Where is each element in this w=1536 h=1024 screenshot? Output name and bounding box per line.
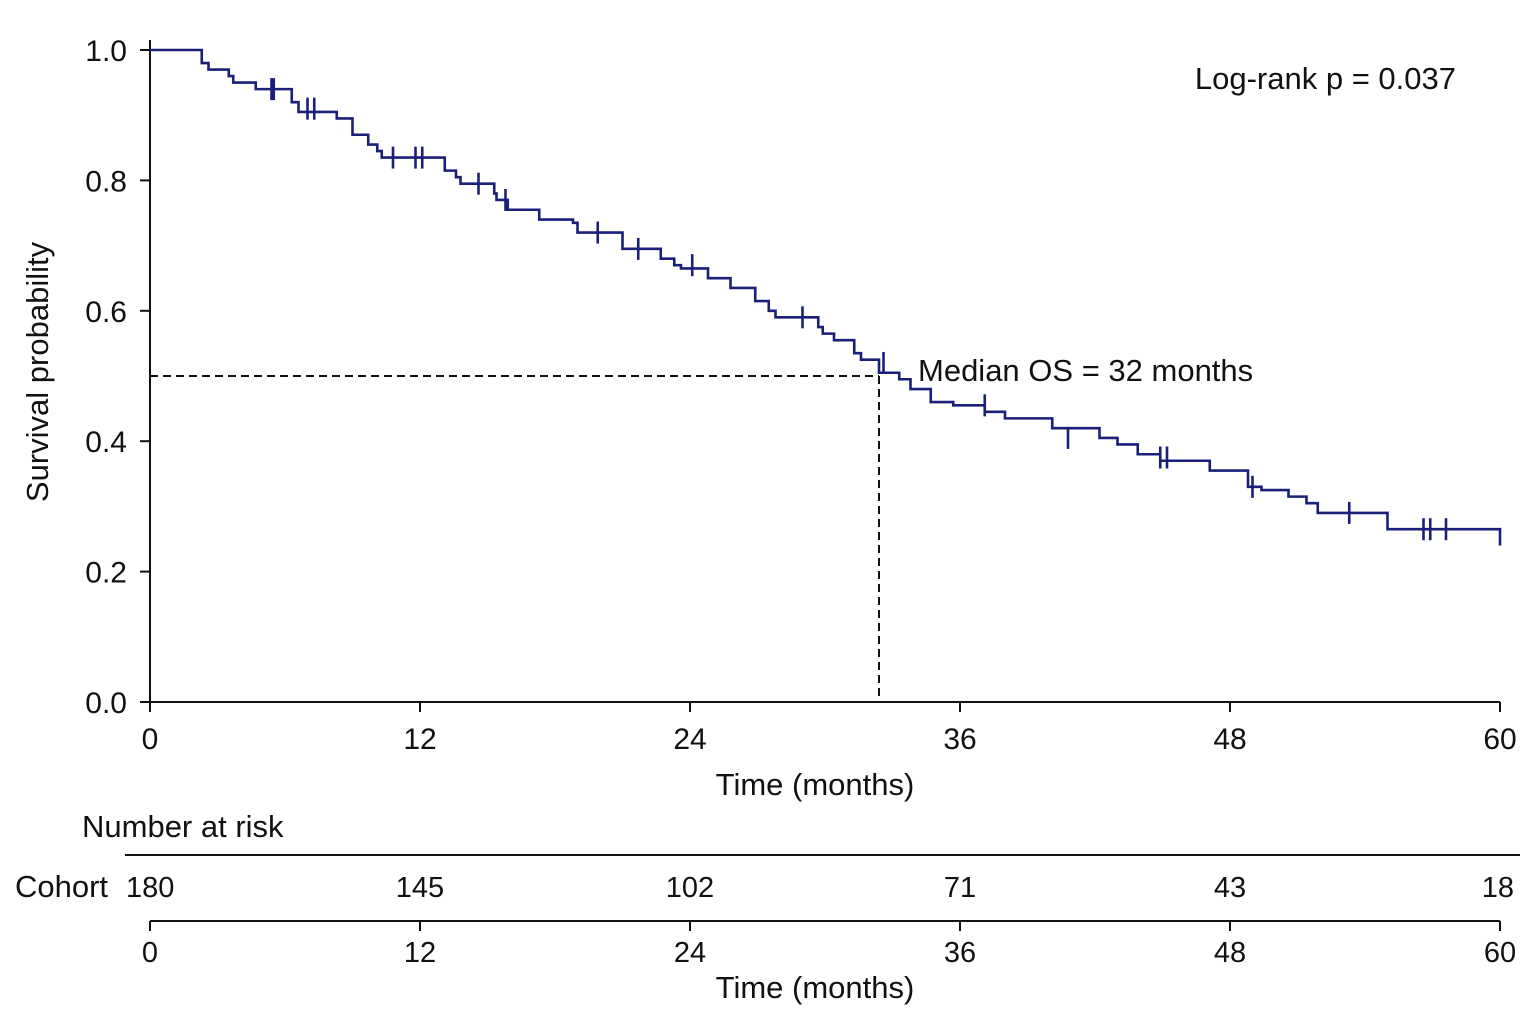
risk-tick-label: 12 <box>404 937 436 969</box>
y-tick-label: 0.0 <box>85 687 127 720</box>
censor-marks <box>270 78 1448 541</box>
x-tick-label: 12 <box>403 723 436 756</box>
logrank-annotation: Log-rank p = 0.037 <box>1195 61 1456 96</box>
risk-tick-label: 0 <box>142 937 158 969</box>
risk-count: 18 <box>1482 872 1514 904</box>
plot-area: 0.0 0.2 0.4 0.6 0.8 1.0 0 12 24 36 48 60 <box>85 35 1516 756</box>
x-tick-label: 36 <box>943 723 976 756</box>
risk-counts: 180 145 102 71 43 18 <box>126 872 1514 904</box>
y-tick-label: 1.0 <box>85 35 127 68</box>
x-ticks: 0 12 24 36 48 60 <box>142 702 1517 756</box>
risk-tick-label: 60 <box>1484 937 1516 969</box>
risk-table-title: Number at risk <box>82 809 284 844</box>
risk-count: 180 <box>126 872 174 904</box>
risk-tick-label: 36 <box>944 937 976 969</box>
survival-curve <box>150 48 1502 546</box>
risk-count: 102 <box>666 872 714 904</box>
risk-count: 71 <box>944 872 976 904</box>
x-axis-title: Time (months) <box>716 767 915 802</box>
y-tick-label: 0.6 <box>85 296 127 329</box>
risk-count: 43 <box>1214 872 1246 904</box>
y-tick-label: 0.8 <box>85 165 127 198</box>
y-axis-title: Survival probability <box>20 241 55 502</box>
risk-row-label: Cohort <box>15 869 108 904</box>
risk-table: Number at risk Cohort 180 145 102 71 43 18 0 1… <box>15 809 1520 1005</box>
x-tick-label: 60 <box>1483 723 1516 756</box>
y-tick-label: 0.4 <box>85 426 127 459</box>
risk-tick-label: 48 <box>1214 937 1246 969</box>
risk-count: 145 <box>396 872 444 904</box>
risk-tick-label: 24 <box>674 937 706 969</box>
x-tick-label: 0 <box>142 723 159 756</box>
median-annotation: Median OS = 32 months <box>918 353 1253 388</box>
y-ticks: 0.0 0.2 0.4 0.6 0.8 1.0 <box>85 35 150 720</box>
x-tick-label: 24 <box>673 723 706 756</box>
risk-table-x-title: Time (months) <box>716 970 915 1005</box>
risk-table-ticks: 0 12 24 36 48 60 <box>142 921 1516 969</box>
y-tick-label: 0.2 <box>85 557 127 590</box>
x-tick-label: 48 <box>1213 723 1246 756</box>
median-reference-line <box>150 375 880 702</box>
